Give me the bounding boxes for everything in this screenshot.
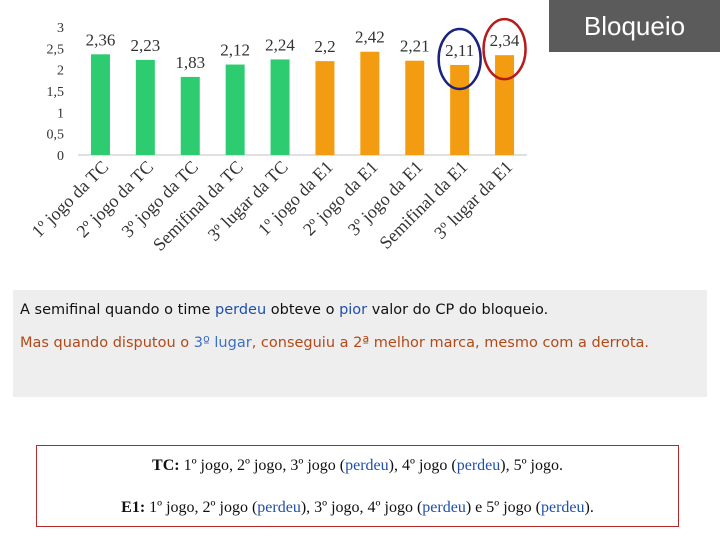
legend-e1: E1: 1º jogo, 2º jogo (perdeu), 3º jogo, … bbox=[37, 475, 678, 517]
legend-perdeu: perdeu bbox=[345, 457, 389, 474]
data-labels: 2,36 2,23 1,83 2,12 2,24 2,2 2,42 2,21 2,11 2,34 bbox=[86, 28, 520, 72]
bar bbox=[495, 55, 515, 155]
y-tick-label: 1 bbox=[57, 106, 64, 121]
legend-perdeu: perdeu bbox=[540, 499, 585, 516]
legend-text: ) e 5º jogo ( bbox=[465, 499, 541, 516]
data-label: 2,12 bbox=[220, 41, 250, 60]
legend-text: 1º jogo, 2º jogo, 3º jogo ( bbox=[179, 457, 346, 474]
note-highlight-perdeu: perdeu bbox=[215, 302, 267, 318]
data-label: 2,42 bbox=[355, 28, 385, 47]
bar bbox=[90, 54, 110, 155]
note-highlight-pior: pior bbox=[339, 302, 368, 318]
y-tick-label: 3 bbox=[57, 21, 64, 36]
legend-text: ), 5º jogo. bbox=[500, 457, 563, 474]
legend-text: ), 4º jogo ( bbox=[388, 457, 457, 474]
bar bbox=[135, 59, 155, 155]
data-label: 1,83 bbox=[175, 53, 205, 72]
bar bbox=[405, 60, 425, 155]
note-line-1: A semifinal quando o time perdeu obteve … bbox=[20, 299, 700, 321]
y-tick-label: 0,5 bbox=[47, 128, 65, 143]
legend-tc: TC: 1º jogo, 2º jogo, 3º jogo (perdeu), … bbox=[37, 446, 678, 475]
note-highlight-3o: 3º bbox=[193, 335, 210, 351]
legend-key-tc: TC: bbox=[152, 457, 180, 474]
y-tick-label: 0 bbox=[57, 149, 64, 164]
data-label: 2,34 bbox=[490, 31, 520, 50]
data-label: 2,24 bbox=[265, 35, 295, 54]
bar bbox=[180, 76, 200, 155]
highlight-circle bbox=[437, 27, 482, 91]
note-line-2: Mas quando disputou o 3º lugar, consegui… bbox=[20, 332, 700, 354]
data-label: 2,2 bbox=[314, 37, 335, 56]
note-highlight-lugar: lugar bbox=[214, 335, 252, 351]
note-box: A semifinal quando o time perdeu obteve … bbox=[13, 290, 707, 397]
legend-text: ), 3º jogo, 4º jogo ( bbox=[300, 499, 423, 516]
bar bbox=[225, 64, 245, 155]
y-axis-ticks: 3 2,5 2 1,5 1 0,5 0 bbox=[47, 21, 65, 164]
y-tick-label: 2 bbox=[57, 64, 64, 79]
data-label: 2,21 bbox=[400, 37, 430, 56]
legend-perdeu: perdeu bbox=[456, 457, 501, 474]
bar-chart: 3 2,5 2 1,5 1 0,5 0 2,36 2,23 1,83 2,12 2,24 2,2 2,4… bbox=[28, 17, 527, 255]
data-label: 2,36 bbox=[86, 30, 116, 49]
legend-text: ). bbox=[584, 499, 594, 516]
legend-perdeu: perdeu bbox=[257, 499, 301, 516]
note-text: Mas quando disputou o bbox=[20, 335, 194, 351]
legend-box: TC: 1º jogo, 2º jogo, 3º jogo (perdeu), … bbox=[36, 445, 679, 527]
note-text: obteve o bbox=[266, 302, 340, 318]
highlight-circles bbox=[437, 17, 527, 91]
bar bbox=[315, 61, 335, 156]
note-text: A semifinal quando o time bbox=[20, 302, 216, 318]
bar bbox=[450, 64, 470, 155]
legend-perdeu: perdeu bbox=[422, 499, 466, 516]
data-label: 2,23 bbox=[130, 36, 160, 55]
y-tick-label: 1,5 bbox=[47, 85, 65, 100]
bar bbox=[270, 59, 290, 155]
data-label: 2,11 bbox=[445, 41, 474, 60]
legend-key-e1: E1: bbox=[121, 499, 146, 516]
note-text: , conseguiu a 2ª melhor marca, mesmo com… bbox=[251, 335, 650, 351]
highlight-circle bbox=[482, 17, 527, 81]
legend-text: 1º jogo, 2º jogo ( bbox=[145, 499, 258, 516]
y-tick-label: 2,5 bbox=[47, 42, 65, 57]
slide-title: Bloqueio bbox=[549, 0, 720, 52]
bar bbox=[360, 51, 380, 155]
note-text: valor do CP do bloqueio. bbox=[367, 302, 549, 318]
bars bbox=[90, 51, 515, 156]
